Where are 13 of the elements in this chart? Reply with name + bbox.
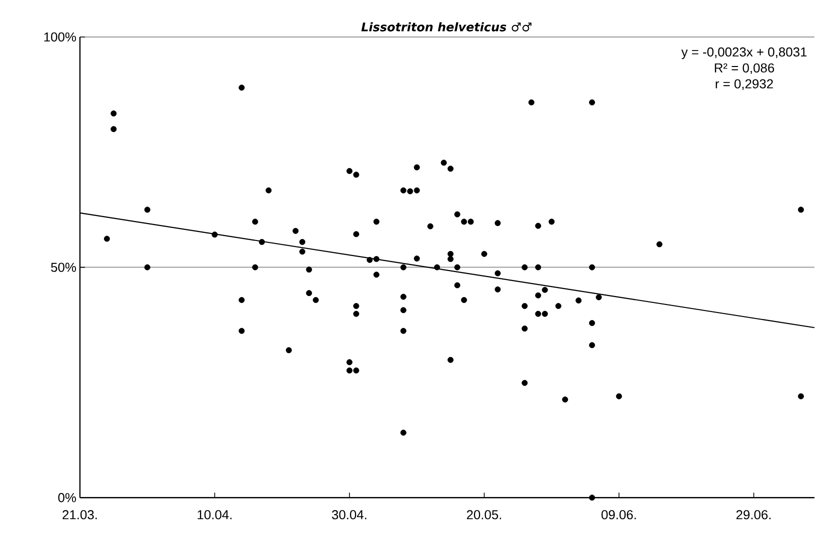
x-tick-label: 10.04. <box>198 510 232 520</box>
y-tick-label: 0% <box>58 493 76 502</box>
annotation: y = -0,0023x + 0,8031 <box>681 48 807 60</box>
chart-title: Lissotriton helveticus ♂♂ <box>361 22 532 32</box>
x-tick-label: 09.06. <box>602 510 636 520</box>
x-tick-label: 30.04. <box>332 510 366 520</box>
annotation: R² = 0,086 <box>714 64 774 74</box>
x-tick-label: 21.03. <box>62 510 97 520</box>
y-tick-label: 50% <box>51 262 76 272</box>
y-tick-label: 100% <box>44 32 76 42</box>
annotation: r = 0,2932 <box>716 79 773 90</box>
x-tick-label: 29.06. <box>736 510 771 520</box>
x-tick-label: 20.05. <box>466 510 502 520</box>
